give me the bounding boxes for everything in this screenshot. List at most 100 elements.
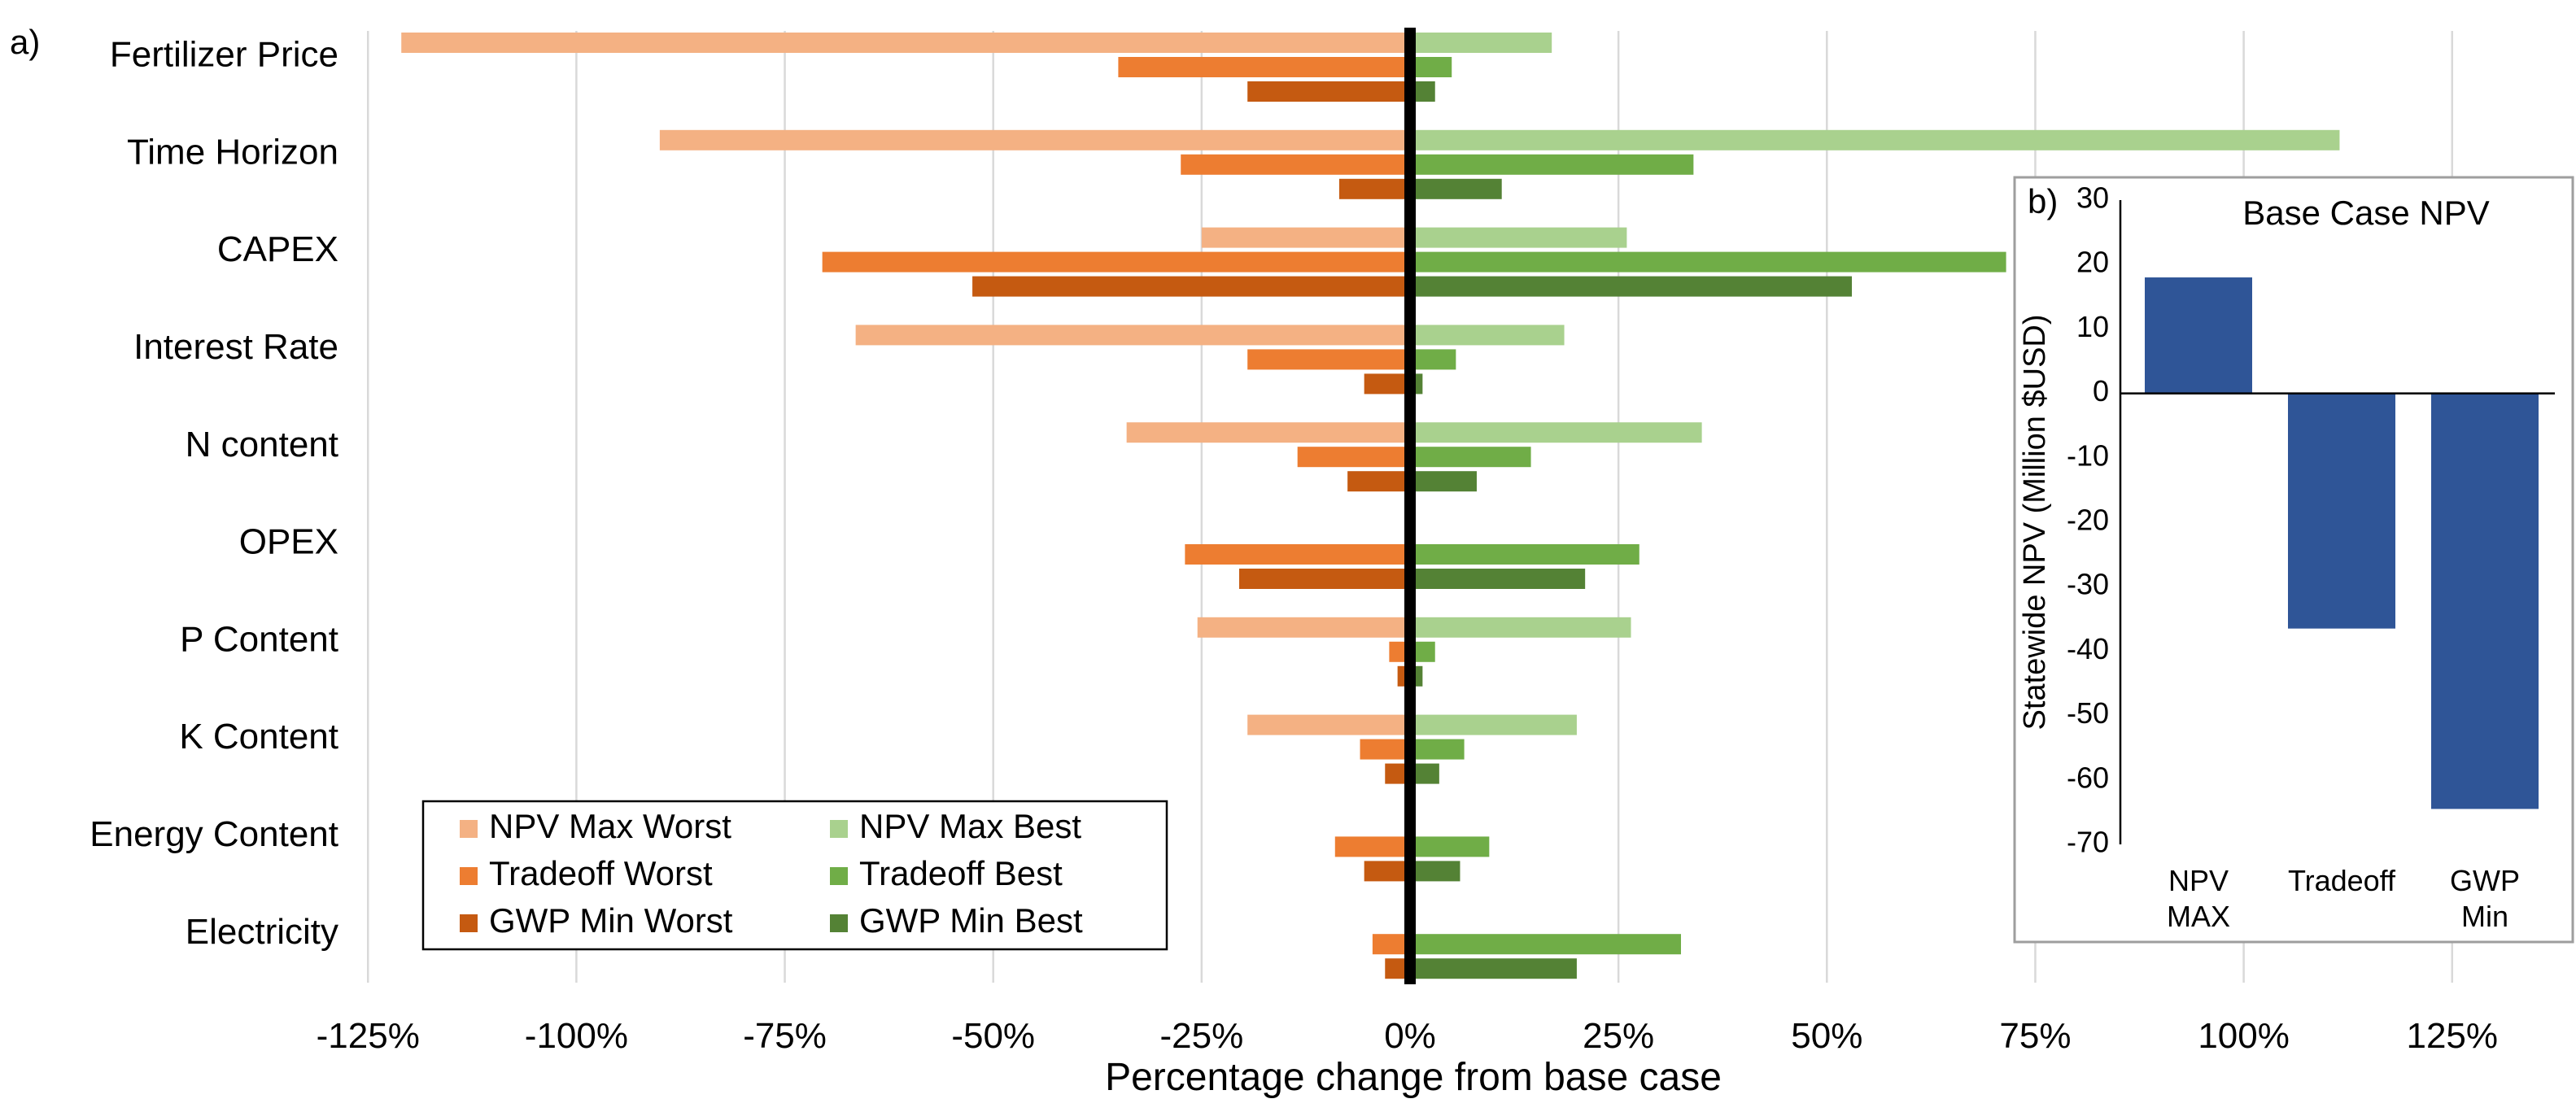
legend-label-npv-max-worst: NPV Max Worst [489, 807, 731, 845]
inset-y-tick-label: -40 [2067, 632, 2109, 665]
bar-time-horizon-gwp-min-worst [1338, 178, 1410, 199]
bar-interest-rate-npv-max-best [1410, 325, 1565, 346]
bar-k-content-tradeoff-worst [1360, 739, 1410, 760]
x-tick-label: 75% [1999, 1016, 2071, 1056]
bar-interest-rate-gwp-min-worst [1364, 373, 1410, 395]
inset-category-label: GWP [2450, 864, 2520, 897]
category-label-energy-content: Energy Content [90, 814, 338, 854]
base-case-npv-inset: b) Base Case NPV Statewide NPV (Million … [2013, 176, 2574, 944]
bar-time-horizon-tradeoff-best [1410, 154, 1694, 175]
bar-capex-gwp-min-worst [972, 276, 1410, 297]
bar-electricity-gwp-min-best [1410, 958, 1577, 979]
category-label-opex: OPEX [239, 522, 338, 562]
category-label-interest-rate: Interest Rate [133, 327, 338, 367]
inset-y-tick-labels: 30 20 10 0 -10 -20 -30 -40 -50 -60 -70 [2067, 181, 2109, 859]
legend-swatch-tradeoff-best [830, 867, 848, 885]
bar-interest-rate-tradeoff-best [1410, 349, 1456, 370]
legend-label-npv-max-best: NPV Max Best [859, 807, 1081, 845]
bar-capex-tradeoff-best [1410, 251, 2006, 273]
bar-fertilizer-price-npv-max-best [1410, 33, 1552, 53]
bar-n-content-gwp-min-worst [1347, 471, 1410, 492]
legend-swatch-npv-max-best [830, 820, 848, 838]
legend-label-gwp-min-best: GWP Min Best [859, 901, 1083, 940]
legend: NPV Max Worst NPV Max Best Tradeoff Worst T… [421, 800, 1168, 951]
bar-electricity-tradeoff-best [1410, 934, 1681, 955]
bar-opex-tradeoff-best [1410, 544, 1639, 565]
x-tick-label: -25% [1159, 1016, 1243, 1056]
category-label-p-content: P Content [180, 619, 338, 659]
bar-energy-content-tradeoff-worst [1334, 836, 1410, 857]
bar-k-content-npv-max-worst [1247, 714, 1410, 735]
inset-y-axis-title: Statewide NPV (Million $USD) [2018, 314, 2052, 730]
bar-interest-rate-npv-max-worst [855, 325, 1410, 346]
bar-capex-npv-max-worst [1201, 227, 1410, 248]
bar-opex-tradeoff-worst [1185, 544, 1410, 565]
x-axis-title: Percentage change from base case [1105, 1056, 1722, 1099]
bar-n-content-tradeoff-best [1410, 447, 1531, 468]
bar-time-horizon-tradeoff-worst [1181, 154, 1410, 175]
category-label-time-horizon: Time Horizon [127, 132, 338, 172]
inset-category-label: Tradeoff [2288, 864, 2396, 897]
legend-label-tradeoff-worst: Tradeoff Worst [489, 854, 713, 892]
bar-n-content-gwp-min-best [1410, 471, 1477, 492]
inset-y-tick-label: 30 [2076, 181, 2109, 215]
inset-y-tick-label: -60 [2067, 761, 2109, 794]
bar-fertilizer-price-tradeoff-best [1410, 57, 1452, 77]
x-tick-label: 0% [1384, 1016, 1436, 1056]
bar-time-horizon-npv-max-worst [659, 129, 1410, 150]
inset-bar-npv-max [2145, 277, 2252, 394]
bar-p-content-npv-max-best [1410, 617, 1631, 638]
x-tick-label: -125% [317, 1016, 420, 1056]
category-label-n-content: N content [186, 425, 338, 464]
inset-y-tick-label: 0 [2093, 374, 2109, 408]
bar-energy-content-tradeoff-best [1410, 836, 1490, 857]
legend-label-tradeoff-best: Tradeoff Best [859, 854, 1063, 892]
legend-swatch-npv-max-worst [460, 820, 478, 838]
bar-p-content-npv-max-worst [1197, 617, 1410, 638]
x-tick-label: -100% [525, 1016, 628, 1056]
category-label-k-content: K Content [179, 717, 338, 757]
inset-bar-gwp-min [2431, 393, 2539, 809]
x-tick-label: 100% [2198, 1016, 2290, 1056]
bar-time-horizon-npv-max-best [1410, 129, 2340, 150]
panel-b-letter: b) [2028, 182, 2058, 220]
inset-title: Base Case NPV [2242, 194, 2489, 232]
bar-k-content-npv-max-best [1410, 714, 1577, 735]
inset-y-tick-label: 10 [2076, 310, 2109, 343]
legend-items: NPV Max Worst NPV Max Best Tradeoff Worst T… [460, 807, 1083, 940]
bar-n-content-npv-max-best [1410, 422, 1702, 443]
inset-category-label: Min [2461, 900, 2508, 933]
category-label-fertilizer-price: Fertilizer Price [110, 35, 338, 75]
legend-swatch-gwp-min-best [830, 914, 848, 932]
bar-capex-gwp-min-best [1410, 276, 1853, 297]
bar-opex-gwp-min-worst [1238, 569, 1410, 589]
bar-fertilizer-price-tradeoff-worst [1118, 57, 1410, 77]
x-tick-label: 125% [2406, 1016, 2498, 1056]
x-tick-label: 50% [1791, 1016, 1862, 1056]
bar-n-content-npv-max-worst [1126, 422, 1410, 443]
category-label-capex: CAPEX [217, 229, 338, 269]
tornado-category-labels: Fertilizer Price Time Horizon CAPEX Interes… [90, 35, 338, 952]
bar-time-horizon-gwp-min-best [1410, 178, 1502, 199]
tornado-x-tick-labels: -125% -100% -75% -50% -25% 0% 25% 50% 75% 100% 125… [317, 1016, 2498, 1056]
bar-electricity-tradeoff-worst [1372, 934, 1410, 955]
bar-energy-content-gwp-min-worst [1364, 861, 1410, 882]
bar-opex-gwp-min-best [1410, 569, 1586, 589]
inset-y-tick-label: -30 [2067, 568, 2109, 601]
bar-capex-npv-max-best [1410, 227, 1627, 248]
legend-swatch-gwp-min-worst [460, 914, 478, 932]
bar-interest-rate-tradeoff-worst [1247, 349, 1410, 370]
inset-bar-tradeoff [2288, 393, 2395, 629]
x-tick-label: 25% [1583, 1016, 1654, 1056]
bar-capex-tradeoff-worst [822, 251, 1410, 273]
bar-k-content-tradeoff-best [1410, 739, 1465, 760]
legend-swatch-tradeoff-worst [460, 867, 478, 885]
bar-fertilizer-price-gwp-min-worst [1247, 81, 1410, 102]
inset-y-tick-label: -70 [2067, 826, 2109, 859]
category-label-electricity: Electricity [186, 912, 338, 952]
inset-bars [2145, 277, 2539, 809]
inset-category-label: NPV [2168, 864, 2229, 897]
